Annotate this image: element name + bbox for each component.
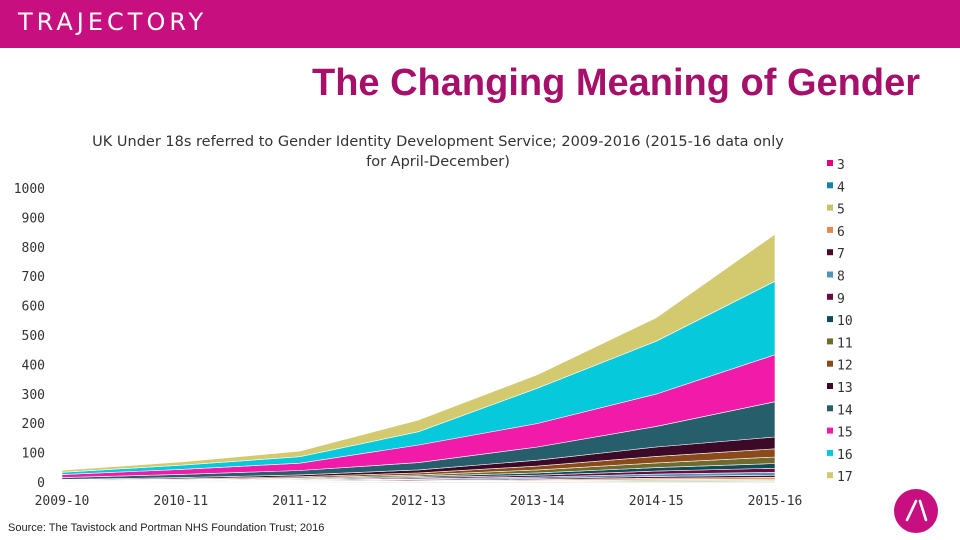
y-tick-label: 0 <box>37 476 45 491</box>
legend-swatch-15 <box>827 427 833 434</box>
legend-label-8: 8 <box>837 270 845 285</box>
legend-swatch-12 <box>827 360 833 367</box>
legend-swatch-8 <box>827 271 833 278</box>
legend-swatch-7 <box>827 249 833 256</box>
page-title: The Changing Meaning of Gender <box>312 62 920 104</box>
legend-label-13: 13 <box>837 381 853 396</box>
legend-label-6: 6 <box>837 225 845 240</box>
legend-swatch-16 <box>827 449 833 456</box>
x-tick-label: 2009-10 <box>35 494 90 509</box>
y-tick-label: 700 <box>22 270 45 285</box>
y-tick-label: 300 <box>22 388 45 403</box>
legend-swatch-9 <box>827 293 833 300</box>
legend-swatch-14 <box>827 405 833 412</box>
legend-label-4: 4 <box>837 180 845 195</box>
legend-label-10: 10 <box>837 314 853 329</box>
legend-label-5: 5 <box>837 203 845 218</box>
legend-swatch-4 <box>827 182 833 189</box>
legend-swatch-11 <box>827 338 833 345</box>
y-tick-label: 900 <box>22 211 45 226</box>
legend-label-16: 16 <box>837 448 853 463</box>
x-tick-label: 2011-12 <box>272 494 327 509</box>
area-series-17 <box>61 233 776 473</box>
legend-swatch-3 <box>827 160 833 166</box>
legend-label-15: 15 <box>837 426 853 441</box>
y-tick-label: 400 <box>22 358 45 373</box>
legend-swatch-17 <box>827 472 833 479</box>
x-tick-label: 2013-14 <box>510 494 565 509</box>
legend-swatch-6 <box>827 226 833 233</box>
brand-logo-text: TRAJECTORY <box>18 8 208 36</box>
y-tick-label: 500 <box>22 329 45 344</box>
y-tick-label: 200 <box>22 417 45 432</box>
legend-label-7: 7 <box>837 247 845 262</box>
legend-label-14: 14 <box>837 403 853 418</box>
legend-label-12: 12 <box>837 359 853 374</box>
header-bar: TRAJECTORY <box>0 0 960 48</box>
x-tick-label: 2010-11 <box>153 494 208 509</box>
legend-swatch-10 <box>827 316 833 323</box>
legend-label-9: 9 <box>837 292 845 307</box>
x-tick-label: 2014-15 <box>629 494 684 509</box>
legend-swatch-13 <box>827 383 833 389</box>
y-tick-label: 100 <box>22 447 45 462</box>
legend-label-11: 11 <box>837 336 853 351</box>
legend-label-3: 3 <box>837 158 845 173</box>
legend-swatch-5 <box>827 204 833 211</box>
x-tick-label: 2015-16 <box>748 494 803 509</box>
trajectory-logo-icon <box>894 489 938 533</box>
y-tick-label: 800 <box>22 241 45 256</box>
chart-title: UK Under 18s referred to Gender Identity… <box>92 134 784 170</box>
y-tick-label: 600 <box>22 300 45 315</box>
source-note: Source: The Tavistock and Portman NHS Fo… <box>8 522 325 534</box>
legend-label-17: 17 <box>837 470 853 485</box>
y-tick-label: 1000 <box>14 182 45 197</box>
x-tick-label: 2012-13 <box>391 494 446 509</box>
